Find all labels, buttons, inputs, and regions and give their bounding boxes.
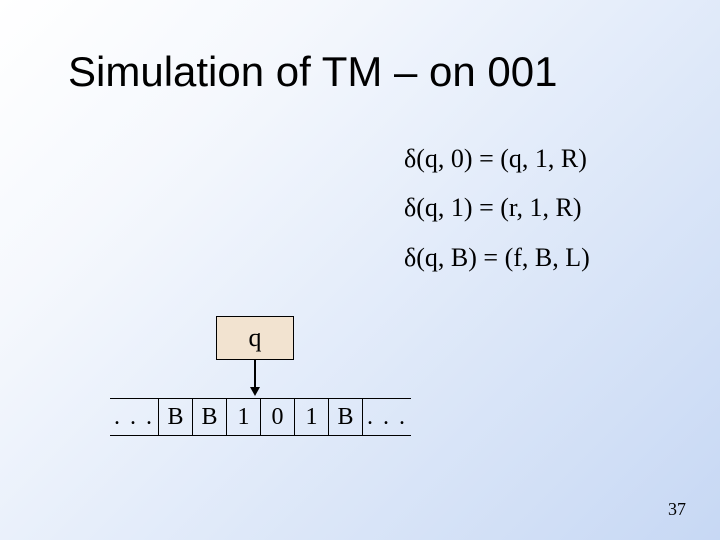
tape-cell: B <box>193 399 227 435</box>
page-number: 37 <box>668 499 686 520</box>
tape-cell-right-dots: . . . <box>363 399 411 435</box>
tape-cell: B <box>329 399 363 435</box>
tape-cell: 1 <box>295 399 329 435</box>
transition-rules: δ(q, 0) = (q, 1, R) δ(q, 1) = (r, 1, R) … <box>404 134 590 282</box>
tape-cell-left-dots: . . . <box>110 399 159 435</box>
tape-cell: B <box>159 399 193 435</box>
tape-cell: 0 <box>261 399 295 435</box>
tape-cell-head: 1 <box>227 399 261 435</box>
page-title: Simulation of TM – on 001 <box>68 48 558 96</box>
rule-3: δ(q, B) = (f, B, L) <box>404 233 590 282</box>
state-box: q <box>216 316 294 360</box>
rule-1: δ(q, 0) = (q, 1, R) <box>404 134 590 183</box>
head-arrow <box>254 360 256 394</box>
tape: . . . B B 1 0 1 B . . . <box>110 398 411 436</box>
state-label: q <box>249 323 262 353</box>
rule-2: δ(q, 1) = (r, 1, R) <box>404 183 590 232</box>
